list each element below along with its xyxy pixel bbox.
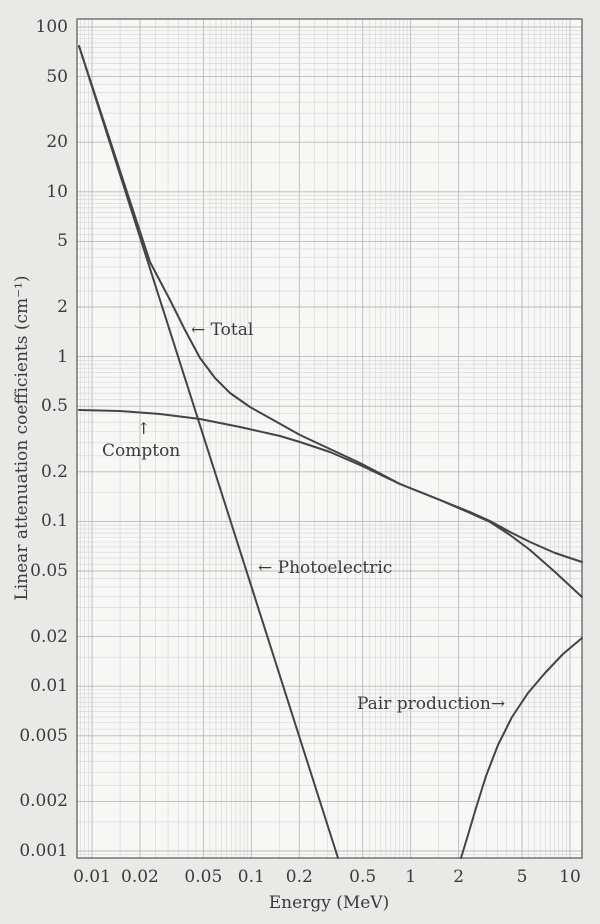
y-tick-label: 50 [46,66,68,87]
curve-compton [78,409,583,598]
x-tick-label: 0.02 [121,867,159,887]
x-tick-label: 5 [516,867,528,887]
x-tick-label: 0.01 [73,867,111,887]
plot-area [77,19,582,858]
plot-frame [76,18,583,859]
x-tick-label: 2 [453,867,465,887]
x-tick-label: 0.1 [237,867,265,887]
curve-pair-production [460,637,583,859]
y-axis-title: Linear attenuation coefficients (cm⁻¹) [12,275,32,601]
y-tick-label: 0.2 [40,461,68,482]
y-tick-label: 5 [57,231,68,252]
y-tick-label: 0.001 [19,841,68,861]
curves [78,45,583,859]
annotation-total: ← Total [191,320,254,340]
x-tick-label: 0.5 [349,867,377,887]
y-tick-label: 0.05 [30,561,68,581]
y-tick-label: 0.1 [40,511,68,532]
x-tick-label: 0.05 [184,867,223,887]
annotation-compton: Compton [102,441,181,461]
x-axis-title: Energy (MeV) [268,893,390,913]
y-tick-label: 20 [46,132,68,153]
y-tick-label: 2 [57,296,68,317]
y-tick-label: 0.5 [40,396,68,417]
x-tick-label: 10 [559,867,581,887]
annotation-photoelectric: ← Photoelectric [258,558,393,578]
y-tick-label: 10 [46,181,68,202]
curve-total [78,45,583,563]
y-tick-label: 0.01 [30,676,68,697]
grid [77,19,582,858]
x-tick-label: 0.2 [285,867,313,887]
y-tick-label: 0.005 [19,725,68,746]
annotation-pair-production: Pair production→ [357,694,506,714]
annotation-compton-arrow: ↑ [137,419,151,438]
x-tick-label: 1 [405,867,417,887]
curve-photoelectric [78,45,339,859]
y-tick-label: 100 [35,17,68,37]
y-tick-label: 0.02 [30,626,68,647]
y-tick-label: 1 [57,346,68,367]
y-tick-label: 0.002 [19,791,68,812]
